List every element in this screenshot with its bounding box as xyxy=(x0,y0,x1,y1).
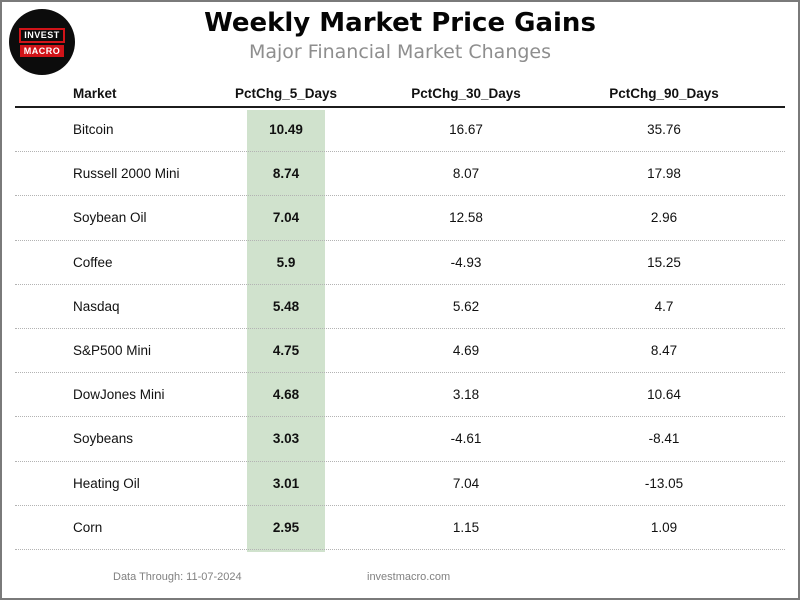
pctchg-5-days-cell: 3.03 xyxy=(272,431,300,447)
pctchg-30-days-cell: 3.18 xyxy=(452,387,480,403)
pctchg-5-days-cell: 3.01 xyxy=(272,475,300,491)
table-row: Soybeans 3.03 -4.61 -8.41 xyxy=(15,417,785,462)
pctchg-5-days-cell: 4.75 xyxy=(272,343,300,359)
pctchg-30-days-cell: 5.62 xyxy=(452,298,480,314)
pctchg-90-days-cell: 10.64 xyxy=(647,387,681,403)
pctchg-90-days-cell: 35.76 xyxy=(647,122,681,138)
logo-invest-text: INVEST xyxy=(19,27,65,43)
table-row: DowJones Mini 4.68 3.18 10.64 xyxy=(15,373,785,418)
pctchg-5-days-cell: 7.04 xyxy=(272,210,300,226)
table-row: Bitcoin 10.49 16.67 35.76 xyxy=(15,108,785,153)
table-header-row: Market PctChg_5_Days PctChg_30_Days PctC… xyxy=(15,80,785,108)
market-cell: Bitcoin xyxy=(73,122,114,138)
table-row: Heating Oil 3.01 7.04 -13.05 xyxy=(15,462,785,506)
pctchg-5-days-cell: 8.74 xyxy=(272,166,300,182)
pctchg-30-days-cell: 1.15 xyxy=(452,519,480,535)
pctchg-90-days-cell: 1.09 xyxy=(650,519,678,535)
column-header-pctchg-5-days: PctChg_5_Days xyxy=(234,85,338,101)
pctchg-90-days-cell: 15.25 xyxy=(647,254,681,270)
market-cell: Soybeans xyxy=(73,431,134,447)
table-row: Nasdaq 5.48 5.62 4.7 xyxy=(15,285,785,329)
pctchg-90-days-cell: 4.7 xyxy=(654,298,674,314)
page-subtitle: Major Financial Market Changes xyxy=(248,41,552,63)
pctchg-30-days-cell: 8.07 xyxy=(452,166,480,182)
market-table: Market PctChg_5_Days PctChg_30_Days PctC… xyxy=(15,80,785,550)
table-row: Russell 2000 Mini 8.74 8.07 17.98 xyxy=(15,152,785,197)
pctchg-30-days-cell: 16.67 xyxy=(449,122,483,138)
table-body: Bitcoin 10.49 16.67 35.76 Russell 2000 M… xyxy=(15,108,785,550)
pctchg-5-days-cell: 2.95 xyxy=(272,519,300,535)
data-through-label: Data Through: 11-07-2024 xyxy=(113,571,242,583)
market-cell: Corn xyxy=(73,519,103,535)
pctchg-90-days-cell: 17.98 xyxy=(647,166,681,182)
pctchg-30-days-cell: -4.93 xyxy=(450,254,482,270)
column-header-market: Market xyxy=(73,85,117,101)
pctchg-90-days-cell: -8.41 xyxy=(648,431,680,447)
logo-macro-text: MACRO xyxy=(19,44,65,57)
market-cell: Heating Oil xyxy=(73,475,140,491)
pctchg-5-days-cell: 5.48 xyxy=(272,298,300,314)
pctchg-30-days-cell: 7.04 xyxy=(452,475,480,491)
pctchg-5-days-cell: 10.49 xyxy=(269,122,303,138)
pctchg-90-days-cell: 2.96 xyxy=(650,210,678,226)
market-cell: Nasdaq xyxy=(73,298,120,314)
column-header-pctchg-30-days: PctChg_30_Days xyxy=(411,85,521,101)
pctchg-5-days-cell: 4.68 xyxy=(272,387,300,403)
pctchg-30-days-cell: -4.61 xyxy=(450,431,482,447)
highlight-column-band xyxy=(247,110,325,552)
pctchg-5-days-cell: 5.9 xyxy=(276,254,296,270)
investmacro-logo: INVEST MACRO xyxy=(9,9,75,75)
website-label: investmacro.com xyxy=(367,571,451,583)
pctchg-90-days-cell: -13.05 xyxy=(644,475,684,491)
table-row: S&P500 Mini 4.75 4.69 8.47 xyxy=(15,329,785,374)
market-cell: Russell 2000 Mini xyxy=(73,166,180,182)
pctchg-90-days-cell: 8.47 xyxy=(650,343,678,359)
market-cell: Coffee xyxy=(73,254,113,270)
table-row: Coffee 5.9 -4.93 15.25 xyxy=(15,241,785,285)
page-title: Weekly Market Price Gains xyxy=(204,8,596,38)
market-cell: S&P500 Mini xyxy=(73,343,152,359)
table-row: Soybean Oil 7.04 12.58 2.96 xyxy=(15,196,785,241)
column-header-pctchg-90-days: PctChg_90_Days xyxy=(609,85,719,101)
market-cell: Soybean Oil xyxy=(73,210,147,226)
table-row: Corn 2.95 1.15 1.09 xyxy=(15,506,785,550)
market-cell: DowJones Mini xyxy=(73,387,165,403)
pctchg-30-days-cell: 12.58 xyxy=(449,210,483,226)
pctchg-30-days-cell: 4.69 xyxy=(452,343,480,359)
